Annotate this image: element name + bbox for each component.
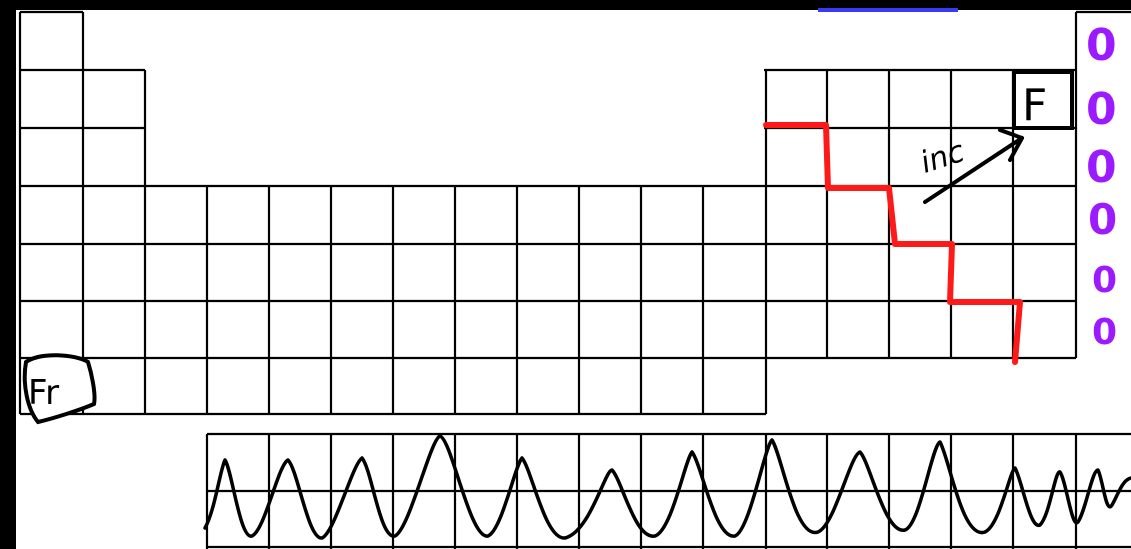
noble-gas-mark: 0: [1086, 142, 1117, 193]
fluorine-label: F: [1022, 80, 1047, 131]
noble-gas-marks: 0 0 0 0 0 0: [1086, 20, 1117, 353]
increase-arrow: [923, 128, 1024, 204]
noble-gas-mark: 0: [1088, 195, 1117, 244]
main-table-grid: [18, 10, 1131, 416]
noble-gas-mark: 0: [1086, 20, 1117, 71]
paper: [16, 10, 1131, 549]
metalloid-staircase-line: [763, 122, 1023, 365]
noble-gas-mark: 0: [1086, 84, 1117, 135]
fluorine-marker: F: [1012, 70, 1074, 131]
trend-wave-line: [203, 434, 1131, 540]
noble-gas-mark: 0: [1092, 260, 1117, 301]
francium-marker: Fr: [22, 353, 97, 425]
francium-label: Fr: [28, 373, 59, 413]
noble-gas-mark: 0: [1092, 312, 1117, 353]
